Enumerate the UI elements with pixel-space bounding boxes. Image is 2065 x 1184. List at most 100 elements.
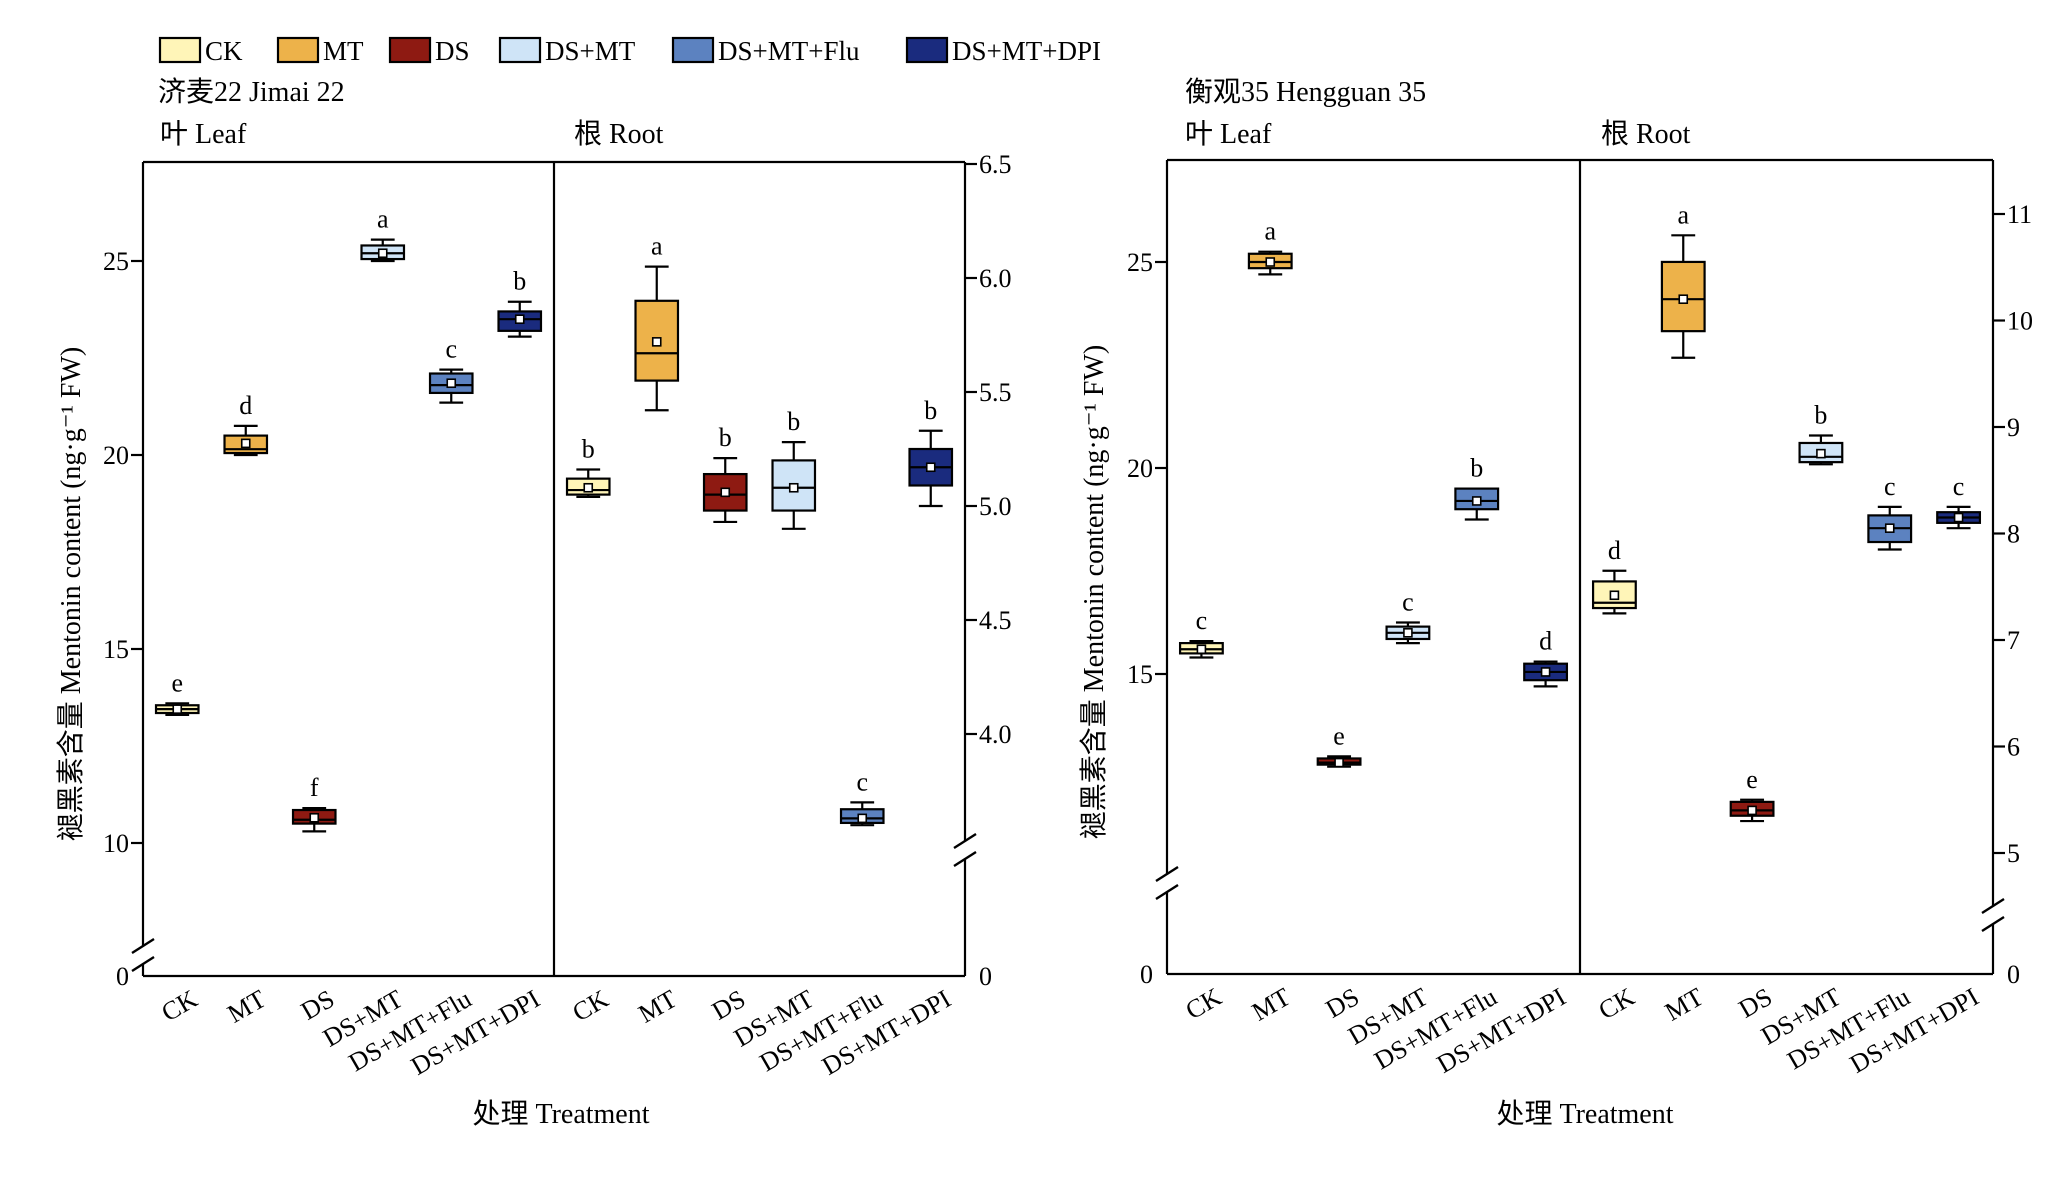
box-ds-mt-flu: c	[428, 335, 474, 404]
box-mean-marker	[788, 482, 799, 493]
legend-swatch	[276, 36, 320, 64]
box-mean-marker	[1678, 294, 1689, 305]
box-ck: e	[154, 668, 200, 717]
significance-letter: b	[513, 267, 526, 296]
significance-letter: c	[1953, 472, 1965, 501]
box-mean-marker	[651, 337, 662, 347]
significance-letter: f	[310, 773, 319, 802]
significance-letter: d	[239, 391, 252, 420]
y-axis-right: 0 4.0 4.5 5.0 5.5 6.0 6.5	[953, 150, 1012, 991]
y-tick-label: 4.0	[979, 720, 1012, 749]
x-tick-label: CK	[567, 984, 613, 1027]
chart-title: 衡观35 Hengguan 35	[1185, 76, 1426, 108]
panel-label: 叶 Leaf	[1185, 119, 1272, 150]
box-mean-marker	[172, 704, 183, 714]
box-mean-marker	[446, 378, 457, 389]
legend: CK MT DS DS+MT DS+MT+Flu DS+MT+DPI	[158, 36, 1101, 66]
panel-label: 根 Root	[574, 118, 664, 150]
box-mean-marker	[1265, 257, 1276, 267]
box-mean-marker	[1196, 644, 1207, 655]
y-tick-label: 0	[979, 962, 992, 991]
y-axis-right: 0 5 6 7 8 9 10 11	[1981, 160, 2033, 989]
box-mean-marker	[309, 812, 320, 823]
axis-break-mark	[131, 955, 155, 973]
y-tick-label: 5.0	[979, 492, 1012, 521]
box-ds-mt-dpi: b	[497, 267, 543, 338]
box-mean-marker	[1747, 805, 1757, 816]
box-ds: f	[291, 773, 337, 833]
box-mean-marker	[1816, 448, 1826, 459]
box-mt: a	[1660, 200, 1706, 359]
significance-letter: d	[1539, 627, 1552, 656]
box-mean-marker	[720, 487, 731, 498]
y-tick-label: 0	[1140, 960, 1153, 989]
x-tick-label: MT	[222, 984, 270, 1029]
legend-item-ds-mt: DS+MT	[498, 36, 636, 66]
box-mean-marker	[514, 314, 525, 325]
legend-swatch	[498, 36, 542, 64]
legend-swatch	[388, 36, 432, 64]
x-tick-label: MT	[633, 984, 681, 1029]
significance-letter: b	[787, 407, 800, 436]
box-ds-mt-flu: b	[1454, 454, 1500, 521]
legend-item-ck: CK	[158, 36, 243, 66]
significance-letter: c	[1402, 588, 1414, 617]
y-axis-title: 褪黑素含量 Mentonin content (ng·g⁻¹ FW)	[1078, 345, 1110, 839]
significance-letter: a	[651, 232, 663, 261]
y-tick-label: 15	[103, 635, 129, 664]
y-axis-title: 褪黑素含量 Mentonin content (ng·g⁻¹ FW)	[55, 347, 87, 841]
box-ds-mt-dpi: d	[1523, 627, 1569, 688]
legend-item-ds-mt-dpi: DS+MT+DPI	[905, 36, 1101, 66]
box-mean-marker	[1609, 590, 1620, 601]
box-mt: a	[634, 232, 680, 412]
panel-leaf: 叶 Leaf0152025cCKaMTeDScDS+MTbDS+MT+FludD…	[1127, 119, 1571, 1079]
legend-label: MT	[323, 36, 364, 66]
box-mean-marker	[1953, 512, 1964, 523]
box-mean-marker	[1403, 627, 1413, 638]
legend-label: DS	[435, 36, 470, 66]
significance-letter: a	[1264, 217, 1276, 246]
significance-letter: e	[171, 668, 183, 697]
legend-item-ds-mt-flu: DS+MT+Flu	[671, 36, 860, 66]
y-tick-label: 6	[2007, 733, 2020, 762]
legend-label: DS+MT+DPI	[952, 36, 1101, 66]
y-tick-label: 0	[2007, 960, 2020, 989]
y-tick-label: 6.5	[979, 150, 1012, 179]
box-ck: d	[1591, 536, 1637, 615]
x-tick-label: MT	[1247, 982, 1295, 1027]
axis-break-mark	[1155, 883, 1179, 901]
box-ck: b	[565, 435, 611, 498]
box-ds-mt-dpi: c	[1936, 472, 1982, 530]
axis-break-mark	[1981, 915, 2005, 933]
panel-label: 根 Root	[1601, 118, 1691, 150]
panel-leaf: 叶 Leaf010152025eCKdMTfDSaDS+MTcDS+MT+Flu…	[103, 119, 545, 1081]
legend-item-ds: DS	[388, 36, 470, 66]
significance-letter: a	[377, 205, 389, 234]
axis-break-mark	[131, 937, 155, 955]
significance-letter: b	[1470, 454, 1483, 483]
box-ds-mt: c	[1385, 588, 1431, 645]
panel-root: 根 Root0567891011dCKaMTeDSbDS+MTcDS+MT+Fl…	[1591, 118, 2033, 1079]
significance-letter: c	[445, 335, 457, 364]
significance-letter: c	[1884, 472, 1896, 501]
box-ds-mt: b	[771, 407, 817, 530]
legend-label: DS+MT	[545, 36, 636, 66]
y-tick-label: 20	[1127, 454, 1153, 483]
significance-letter: b	[924, 396, 937, 425]
y-tick-label: 5.5	[979, 378, 1012, 407]
y-tick-label: 10	[103, 829, 129, 858]
significance-letter: b	[719, 423, 732, 452]
axis-break-mark	[1981, 897, 2005, 915]
legend-swatch	[671, 36, 715, 64]
x-axis-title: 处理 Treatment	[1496, 1098, 1673, 1130]
legend-item-mt: MT	[276, 36, 364, 66]
significance-letter: a	[1677, 200, 1689, 229]
axis-break-mark	[953, 850, 977, 868]
y-tick-label: 25	[1127, 248, 1153, 277]
panel-label: 叶 Leaf	[160, 119, 247, 150]
y-tick-label: 5	[2007, 839, 2020, 868]
panel-root: 根 Root04.04.55.05.56.06.5bCKaMTbDSbDS+MT…	[565, 118, 1012, 1081]
x-tick-label: CK	[1181, 982, 1227, 1025]
y-tick-label: 7	[2007, 626, 2020, 655]
chart-title: 济麦22 Jimai 22	[158, 76, 345, 108]
